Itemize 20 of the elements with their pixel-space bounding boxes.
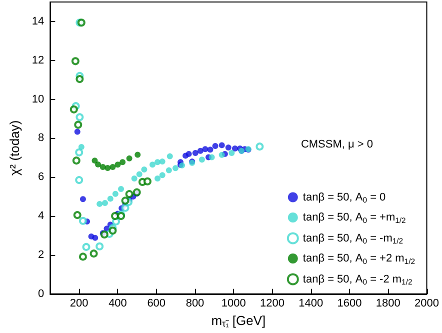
y-tick-label: 14: [32, 15, 44, 28]
y-tick-label: 0: [38, 288, 44, 300]
y-tick-label: 12: [32, 54, 44, 66]
x-tick-label: 800: [186, 297, 204, 310]
x-tick-label: 600: [147, 297, 166, 310]
y-tick-label: 8: [38, 132, 44, 144]
x-tick-label: 1400: [298, 297, 324, 310]
x-tick-label: 1600: [337, 297, 362, 310]
x-tick-label: 400: [108, 297, 127, 310]
y-tick-label: 4: [38, 210, 44, 222]
y-tick-label: 6: [38, 171, 44, 184]
x-tick-label: 2000: [414, 297, 440, 310]
y-tick-label: 10: [32, 93, 44, 106]
y-axis-title: χ² (today): [7, 120, 22, 176]
legend-title: CMSSM, μ > 0: [300, 138, 374, 150]
x-tick-label: 1800: [376, 297, 400, 310]
y-tick-label: 2: [38, 248, 44, 261]
x-tick-label: 1200: [260, 297, 284, 310]
x-tick-label: 1000: [221, 297, 246, 310]
x-tick-label: 200: [70, 297, 88, 310]
